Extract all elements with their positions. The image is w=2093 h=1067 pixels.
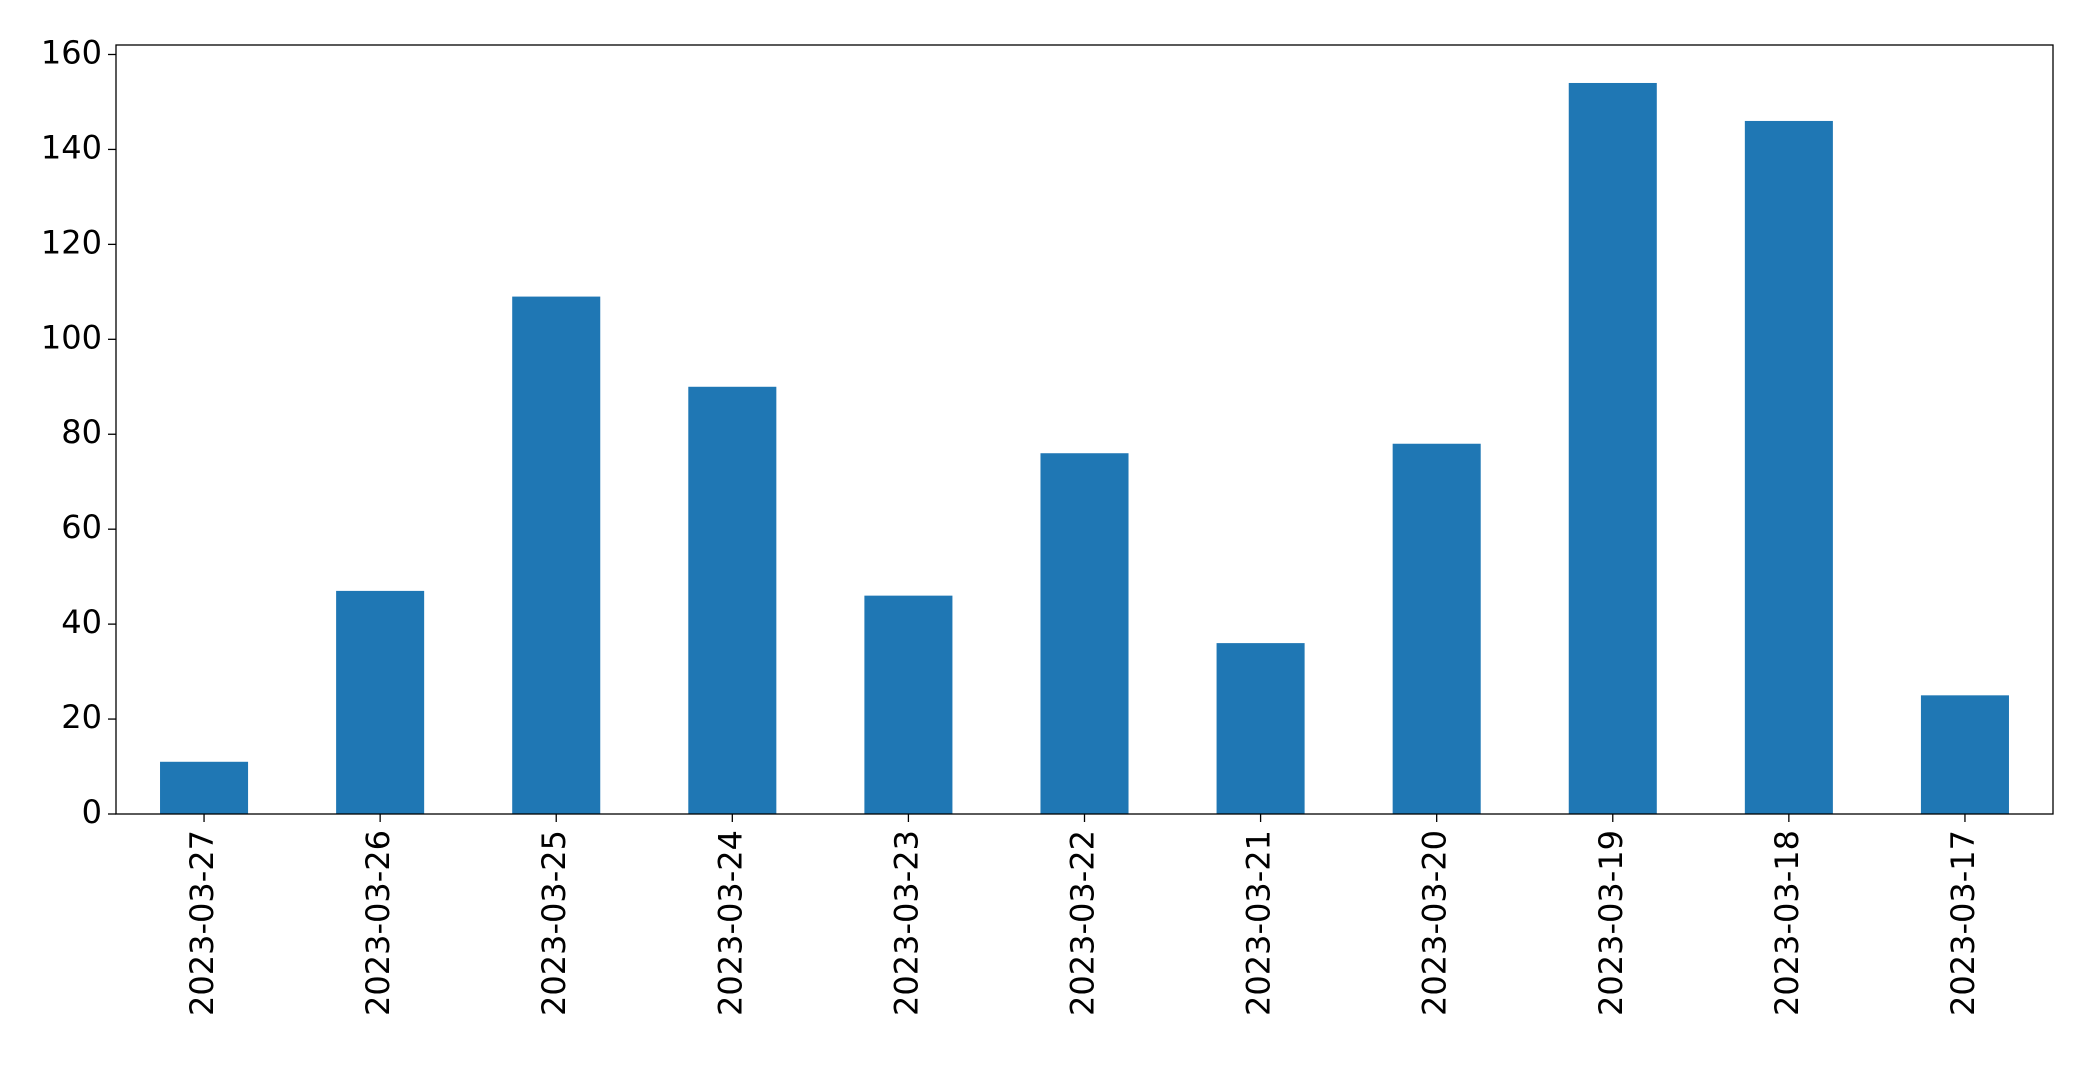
x-tick-label: 2023-03-21 <box>1240 830 1278 1016</box>
y-tick-label: 80 <box>61 413 102 451</box>
bar <box>1392 443 1481 814</box>
plot-frame <box>115 44 2054 815</box>
y-tick-label: 0 <box>82 793 102 831</box>
bar <box>1216 643 1305 814</box>
x-tick-label: 2023-03-27 <box>183 830 221 1016</box>
y-tick-label: 140 <box>41 128 102 166</box>
y-tick-label: 160 <box>41 33 102 71</box>
bar <box>688 386 777 814</box>
x-tick-label: 2023-03-19 <box>1592 830 1630 1016</box>
bar <box>864 595 953 814</box>
y-tick-label: 100 <box>41 318 102 356</box>
bar <box>1920 695 2009 814</box>
bar <box>160 761 249 814</box>
bar <box>1040 453 1129 814</box>
x-tick-label: 2023-03-23 <box>887 830 925 1016</box>
bar <box>336 590 425 814</box>
x-tick-label: 2023-03-17 <box>1944 830 1982 1016</box>
y-tick-label: 20 <box>61 698 102 736</box>
x-tick-label: 2023-03-20 <box>1416 830 1454 1016</box>
x-tick-label: 2023-03-24 <box>711 830 749 1016</box>
y-tick-label: 60 <box>61 508 102 546</box>
x-tick-label: 2023-03-18 <box>1768 830 1806 1016</box>
x-tick-label: 2023-03-25 <box>535 830 573 1016</box>
bar <box>512 296 601 814</box>
y-tick-label: 40 <box>61 603 102 641</box>
y-tick-label: 120 <box>41 223 102 261</box>
x-tick-label: 2023-03-22 <box>1064 830 1102 1016</box>
bar <box>1744 120 1833 814</box>
bar <box>1568 82 1657 814</box>
x-tick-label: 2023-03-26 <box>359 830 397 1016</box>
